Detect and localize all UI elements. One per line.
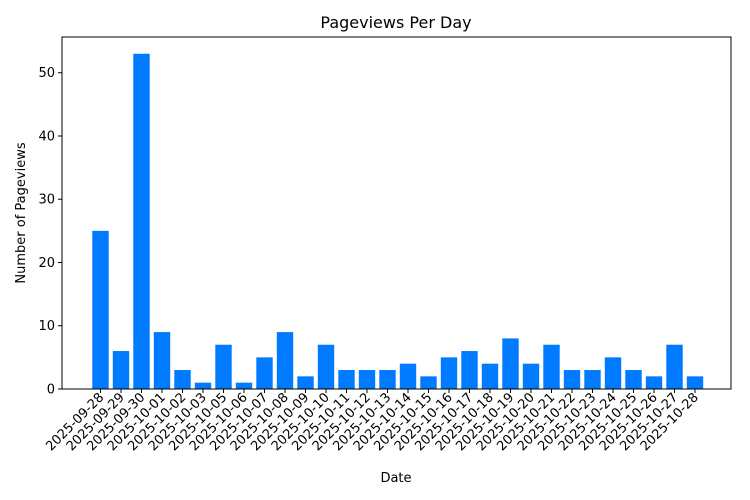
chart-title: Pageviews Per Day xyxy=(320,13,471,32)
bar-2025-10-21 xyxy=(543,344,560,389)
bar-2025-10-25 xyxy=(625,370,642,389)
bar-2025-10-28 xyxy=(686,376,704,389)
bar-2025-10-26 xyxy=(645,376,663,389)
plot-frame xyxy=(61,36,732,390)
bar-2025-10-19 xyxy=(502,338,519,389)
bar-2025-10-10 xyxy=(317,344,335,389)
y-axis: 0 10 20 30 40 50 xyxy=(38,66,62,398)
y-tick-label: 20 xyxy=(38,256,55,271)
bar-2025-10-27 xyxy=(666,344,683,389)
bar-2025-10-01 xyxy=(153,332,171,389)
bar-2025-10-14 xyxy=(399,363,417,389)
bar-2025-10-24 xyxy=(604,357,622,389)
bars-group xyxy=(92,53,704,390)
y-tick-label: 10 xyxy=(38,319,55,334)
y-axis-label: Number of Pageviews xyxy=(14,142,29,283)
bar-2025-10-13 xyxy=(379,370,396,389)
bar-2025-10-23 xyxy=(584,370,601,389)
bar-2025-10-07 xyxy=(256,357,273,389)
bar-2025-10-08 xyxy=(276,332,294,389)
y-tick-label: 50 xyxy=(38,66,55,81)
bar-2025-10-20 xyxy=(522,363,540,389)
bar-2025-10-22 xyxy=(563,370,581,389)
bar-2025-10-11 xyxy=(338,370,355,389)
bar-2025-09-29 xyxy=(112,351,130,389)
bar-2025-10-12 xyxy=(358,370,376,389)
bar-2025-10-03 xyxy=(194,382,212,389)
y-tick-label: 30 xyxy=(38,193,55,208)
y-tick-label: 40 xyxy=(38,129,55,144)
y-tick-label: 0 xyxy=(47,383,55,398)
bar-2025-10-16 xyxy=(440,357,458,389)
bar-2025-10-06 xyxy=(235,382,253,389)
bar-2025-09-28 xyxy=(92,230,109,389)
bar-2025-09-30 xyxy=(133,53,150,390)
bar-2025-10-05 xyxy=(215,344,232,389)
x-axis-label: Date xyxy=(380,471,411,486)
bar-2025-10-15 xyxy=(420,376,437,389)
bar-2025-10-17 xyxy=(461,351,478,389)
x-axis: 2025-09-282025-09-292025-09-302025-10-01… xyxy=(43,389,702,454)
bar-2025-10-02 xyxy=(174,370,191,389)
bar-2025-10-09 xyxy=(297,376,314,389)
bar-2025-10-18 xyxy=(481,363,499,389)
